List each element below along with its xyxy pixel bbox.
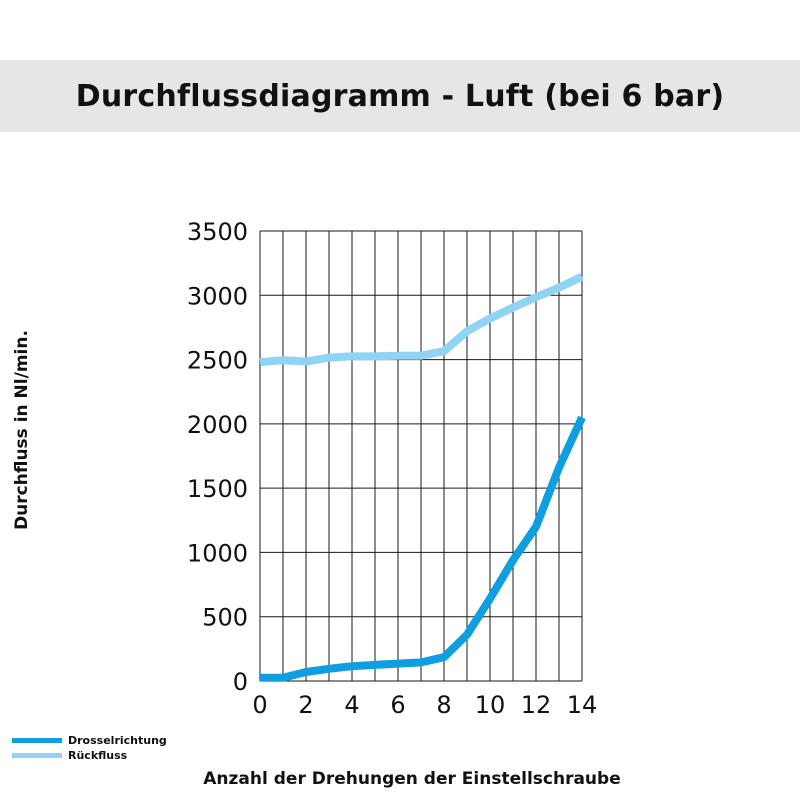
- y-tick-label: 500: [202, 604, 248, 632]
- legend-label-drosselrichtung: Drosselrichtung: [68, 734, 167, 747]
- legend-item-drosselrichtung: Drosselrichtung: [12, 733, 167, 748]
- y-tick-label: 0: [233, 668, 248, 696]
- legend: Drosselrichtung Rückfluss: [12, 733, 167, 763]
- x-tick-label: 6: [390, 691, 405, 719]
- y-tick-label: 2500: [187, 347, 248, 375]
- x-axis-label: Anzahl der Drehungen der Einstellschraub…: [203, 769, 621, 789]
- series-line-rueckfluss: [259, 272, 584, 367]
- y-tick-label: 2000: [187, 411, 248, 439]
- legend-swatch-drosselrichtung: [12, 738, 62, 743]
- chart-title: Durchflussdiagramm - Luft (bei 6 bar): [75, 78, 725, 114]
- y-tick-label: 1000: [187, 539, 248, 567]
- y-tick-label: 1500: [187, 475, 248, 503]
- y-tick-label: 3500: [187, 218, 248, 246]
- legend-swatch-rueckfluss: [12, 753, 62, 758]
- legend-item-rueckfluss: Rückfluss: [12, 748, 167, 763]
- x-tick-label: 0: [252, 691, 267, 719]
- title-bar: Durchflussdiagramm - Luft (bei 6 bar): [0, 60, 800, 132]
- x-tick-label: 4: [344, 691, 359, 719]
- y-tick-label: 3000: [187, 282, 248, 310]
- x-tick-label: 12: [521, 691, 552, 719]
- legend-label-rueckfluss: Rückfluss: [68, 749, 128, 762]
- x-tick-label: 10: [475, 691, 506, 719]
- x-tick-label: 8: [436, 691, 451, 719]
- series-line-drosselrichtung: [260, 415, 586, 682]
- x-tick-label: 2: [298, 691, 313, 719]
- y-axis-label: Durchfluss in Nl/min.: [12, 330, 32, 530]
- x-tick-label: 14: [567, 691, 598, 719]
